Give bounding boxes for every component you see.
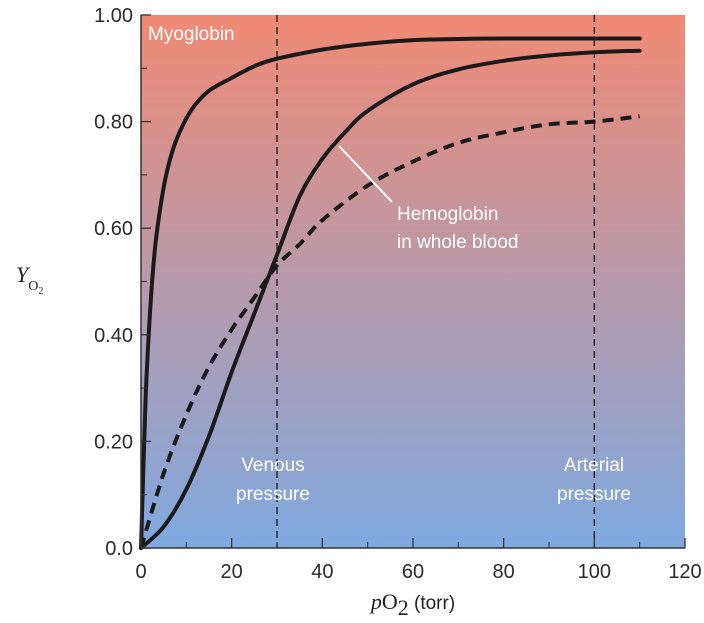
x-tick-label: 80	[493, 561, 515, 583]
x-tick-label: 60	[402, 561, 424, 583]
y-tick-label: 1.00	[94, 5, 133, 27]
y-axis-title: YO2	[16, 262, 43, 297]
axis-ticks: 0.0 0.20 0.40 0.60 0.80 1.00 0 20 40 60 80 100 120	[94, 5, 702, 583]
y-tick-label: 0.20	[94, 431, 133, 453]
hemoglobin-leader-line	[338, 145, 393, 203]
x-tick-label: 120	[668, 561, 701, 583]
arterial-label-line-2: pressure	[557, 484, 631, 505]
arterial-label-line-1: Arterial	[564, 455, 624, 476]
hemoglobin-whole-blood-curve	[139, 48, 642, 550]
myoglobin-curve	[139, 36, 642, 550]
reference-lines	[276, 15, 596, 548]
x-tick-label: 20	[221, 561, 243, 583]
y-tick-label: 0.0	[105, 538, 133, 560]
venous-label-line-1: Venous	[241, 455, 304, 476]
x-axis-title: pO2 (torr)	[369, 589, 455, 620]
x-tick-label: 40	[311, 561, 333, 583]
x-tick-label: 100	[578, 561, 611, 583]
hemoglobin-label-line-1: Hemoglobin	[397, 204, 498, 225]
hemoglobin-label-line-2: in whole blood	[397, 232, 518, 253]
y-tick-label: 0.40	[94, 325, 133, 347]
dashed-curve	[139, 114, 640, 549]
x-tick-label: 0	[135, 561, 146, 583]
y-tick-label: 0.60	[94, 218, 133, 240]
curves	[139, 36, 642, 550]
myoglobin-label: Myoglobin	[148, 24, 235, 45]
venous-label-line-2: pressure	[236, 484, 310, 505]
y-tick-label: 0.80	[94, 112, 133, 134]
